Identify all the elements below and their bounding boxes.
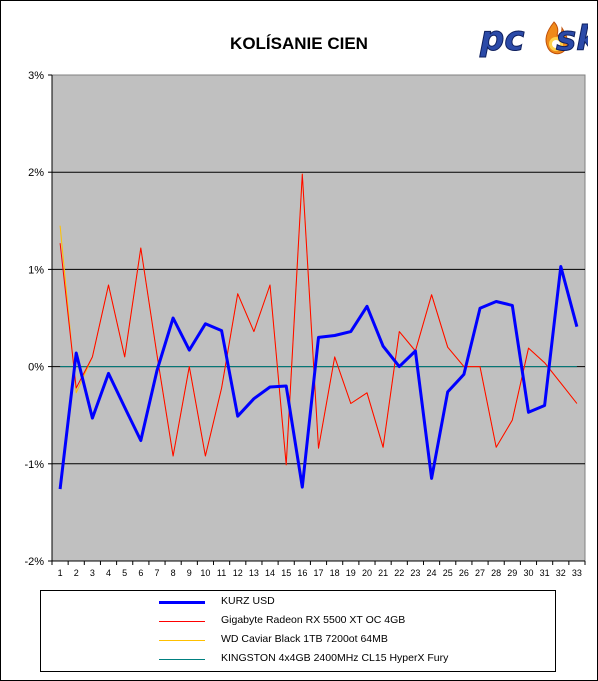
legend-swatch xyxy=(159,601,205,604)
flame-icon xyxy=(545,21,568,55)
x-tick-label: 9 xyxy=(187,568,192,578)
y-tick-label: 0% xyxy=(28,362,44,374)
y-tick-label: -1% xyxy=(24,459,44,471)
x-tick-label: 31 xyxy=(540,568,550,578)
x-tick-label: 14 xyxy=(265,568,275,578)
series-lines xyxy=(58,173,579,490)
x-tick-label: 6 xyxy=(138,568,143,578)
legend-swatch xyxy=(159,640,205,641)
legend-label: KINGSTON 4x4GB 2400MHz CL15 HyperX Fury xyxy=(221,652,449,664)
plot-area xyxy=(51,74,586,562)
x-tick-label: 28 xyxy=(491,568,501,578)
legend-label: KURZ USD xyxy=(221,595,275,607)
legend-item-wd: WD Caviar Black 1TB 7200ot 64MB xyxy=(41,632,555,650)
line-chart: -2%-1%0%1%2%3% 1 2 3 4 5 6 7 8 9 10 11 12 13 14 15 16 17… xyxy=(24,70,586,578)
x-tick-label: 19 xyxy=(346,568,356,578)
x-tick-label: 23 xyxy=(410,568,420,578)
x-axis-ticks: 1 2 3 4 5 6 7 8 9 10 11 12 13 14 15 16 17 18 19 20 21 22 23 24 2… xyxy=(51,75,586,578)
x-tick-label: 18 xyxy=(330,568,340,578)
x-tick-label: 29 xyxy=(507,568,517,578)
x-tick-label: 22 xyxy=(394,568,404,578)
x-tick-label: 20 xyxy=(362,568,372,578)
y-tick-label: 1% xyxy=(28,264,44,276)
x-tick-label: 11 xyxy=(217,568,226,578)
series-line-1 xyxy=(59,173,578,466)
x-tick-label: 15 xyxy=(281,568,291,578)
y-tick-label: 2% xyxy=(28,167,44,179)
series-line-0 xyxy=(58,265,579,490)
y-axis-ticks: -2% -1% 0% 1% 2% 3% xyxy=(24,70,52,568)
x-tick-label: 7 xyxy=(154,568,159,578)
x-tick-label: 30 xyxy=(523,568,533,578)
x-tick-label: 4 xyxy=(106,568,111,578)
x-tick-label: 13 xyxy=(249,568,259,578)
x-tick-label: 25 xyxy=(443,568,453,578)
x-tick-label: 27 xyxy=(475,568,485,578)
x-tick-label: 33 xyxy=(572,568,582,578)
legend-swatch xyxy=(159,659,205,660)
legend-label: WD Caviar Black 1TB 7200ot 64MB xyxy=(221,633,388,645)
logo-text-right: sk xyxy=(556,19,588,59)
y-tick-label: -2% xyxy=(24,556,44,568)
x-tick-label: 5 xyxy=(122,568,127,578)
x-tick-label: 17 xyxy=(313,568,323,578)
x-tick-label: 2 xyxy=(74,568,79,578)
x-tick-label: 3 xyxy=(90,568,95,578)
legend-item-kurz-usd: KURZ USD xyxy=(41,594,555,612)
legend-swatch xyxy=(159,621,205,622)
x-tick-label: 16 xyxy=(297,568,307,578)
pcosk-logo: pc sk xyxy=(479,19,589,60)
logo-text-left: pc xyxy=(479,19,525,59)
x-tick-label: 21 xyxy=(378,568,388,578)
x-tick-label: 10 xyxy=(200,568,210,578)
x-tick-label: 1 xyxy=(58,568,63,578)
legend-label: Gigabyte Radeon RX 5500 XT OC 4GB xyxy=(221,614,406,626)
legend: KURZ USD Gigabyte Radeon RX 5500 XT OC 4… xyxy=(40,590,556,672)
legend-item-gigabyte: Gigabyte Radeon RX 5500 XT OC 4GB xyxy=(41,613,555,631)
legend-item-kingston: KINGSTON 4x4GB 2400MHz CL15 HyperX Fury xyxy=(41,651,555,669)
chart-title: KOLÍSANIE CIEN xyxy=(230,34,368,53)
x-tick-label: 32 xyxy=(556,568,566,578)
x-tick-label: 26 xyxy=(459,568,469,578)
x-tick-label: 12 xyxy=(233,568,243,578)
x-tick-label: 24 xyxy=(427,568,437,578)
x-tick-label: 8 xyxy=(171,568,176,578)
y-tick-label: 3% xyxy=(28,70,44,82)
